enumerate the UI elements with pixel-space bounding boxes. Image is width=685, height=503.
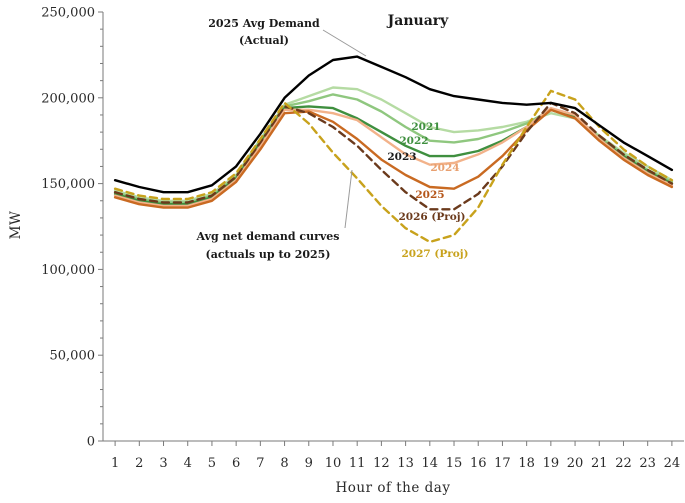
- label-layer: January MW Hour of the day 2025 Avg Dema…: [8, 13, 469, 496]
- x-tick-label: 19: [543, 456, 560, 471]
- annotation-net-line2: (actuals up to 2025): [205, 248, 330, 261]
- series-line-2025-avg-demand-actual: [113, 55, 674, 194]
- x-tick-label: 8: [280, 456, 288, 471]
- x-tick-label: 2: [135, 456, 143, 471]
- x-tick-label: 6: [232, 456, 240, 471]
- y-tick-label: 50,000: [50, 349, 96, 364]
- y-tick-label: 200,000: [41, 91, 95, 106]
- x-tick-label: 24: [664, 456, 681, 471]
- x-tick-label: 22: [615, 456, 632, 471]
- series-label-2025: 2025: [415, 189, 444, 201]
- series-label-2024: 2024: [430, 162, 459, 174]
- y-tick-label: 100,000: [41, 263, 95, 278]
- series-line-2027-proj: [113, 89, 674, 244]
- annotation-net-line1: Avg net demand curves: [196, 230, 340, 243]
- series-label-2022: 2022: [399, 135, 428, 147]
- x-axis-title: Hour of the day: [336, 480, 451, 496]
- x-tick-label: 12: [373, 456, 390, 471]
- annotation-net-leader: [344, 169, 353, 229]
- series-label-2021: 2021: [411, 121, 440, 133]
- x-tick-label: 16: [470, 456, 487, 471]
- series-line-2022: [113, 93, 674, 204]
- x-tick-label: 23: [639, 456, 656, 471]
- series-line-2024: [113, 106, 674, 208]
- series-line-2021: [113, 86, 674, 202]
- x-tick-label: 3: [159, 456, 167, 471]
- series-label-2023: 2023: [387, 151, 416, 163]
- annotation-demand-line2: (Actual): [239, 34, 289, 47]
- y-tick-label: 250,000: [41, 6, 95, 21]
- x-tick-label: 18: [518, 456, 535, 471]
- chart-title: January: [386, 13, 450, 29]
- annotation-demand-leader: [322, 29, 367, 57]
- series-label-2026: 2026 (Proj): [398, 211, 465, 223]
- x-tick-label: 10: [325, 456, 342, 471]
- x-tick-label: 5: [208, 456, 216, 471]
- x-tick-label: 9: [305, 456, 313, 471]
- y-axis-title: MW: [8, 211, 24, 240]
- x-tick-label: 13: [397, 456, 414, 471]
- series-layer: [113, 55, 674, 244]
- x-tick-label: 7: [256, 456, 264, 471]
- x-tick-label: 15: [446, 456, 463, 471]
- x-tick-label: 17: [494, 456, 511, 471]
- x-tick-label: 4: [184, 456, 192, 471]
- annotation-demand-line1: 2025 Avg Demand: [208, 17, 320, 30]
- y-tick-label: 0: [87, 435, 95, 450]
- x-tick-label: 21: [591, 456, 608, 471]
- series-line-2026-proj: [113, 101, 674, 211]
- series-line-2025: [113, 108, 674, 209]
- x-tick-label: 11: [349, 456, 366, 471]
- x-tick-label: 1: [111, 456, 119, 471]
- y-tick-label: 150,000: [41, 177, 95, 192]
- x-tick-label: 20: [567, 456, 584, 471]
- x-tick-label: 14: [422, 456, 439, 471]
- series-label-2027: 2027 (Proj): [401, 248, 468, 260]
